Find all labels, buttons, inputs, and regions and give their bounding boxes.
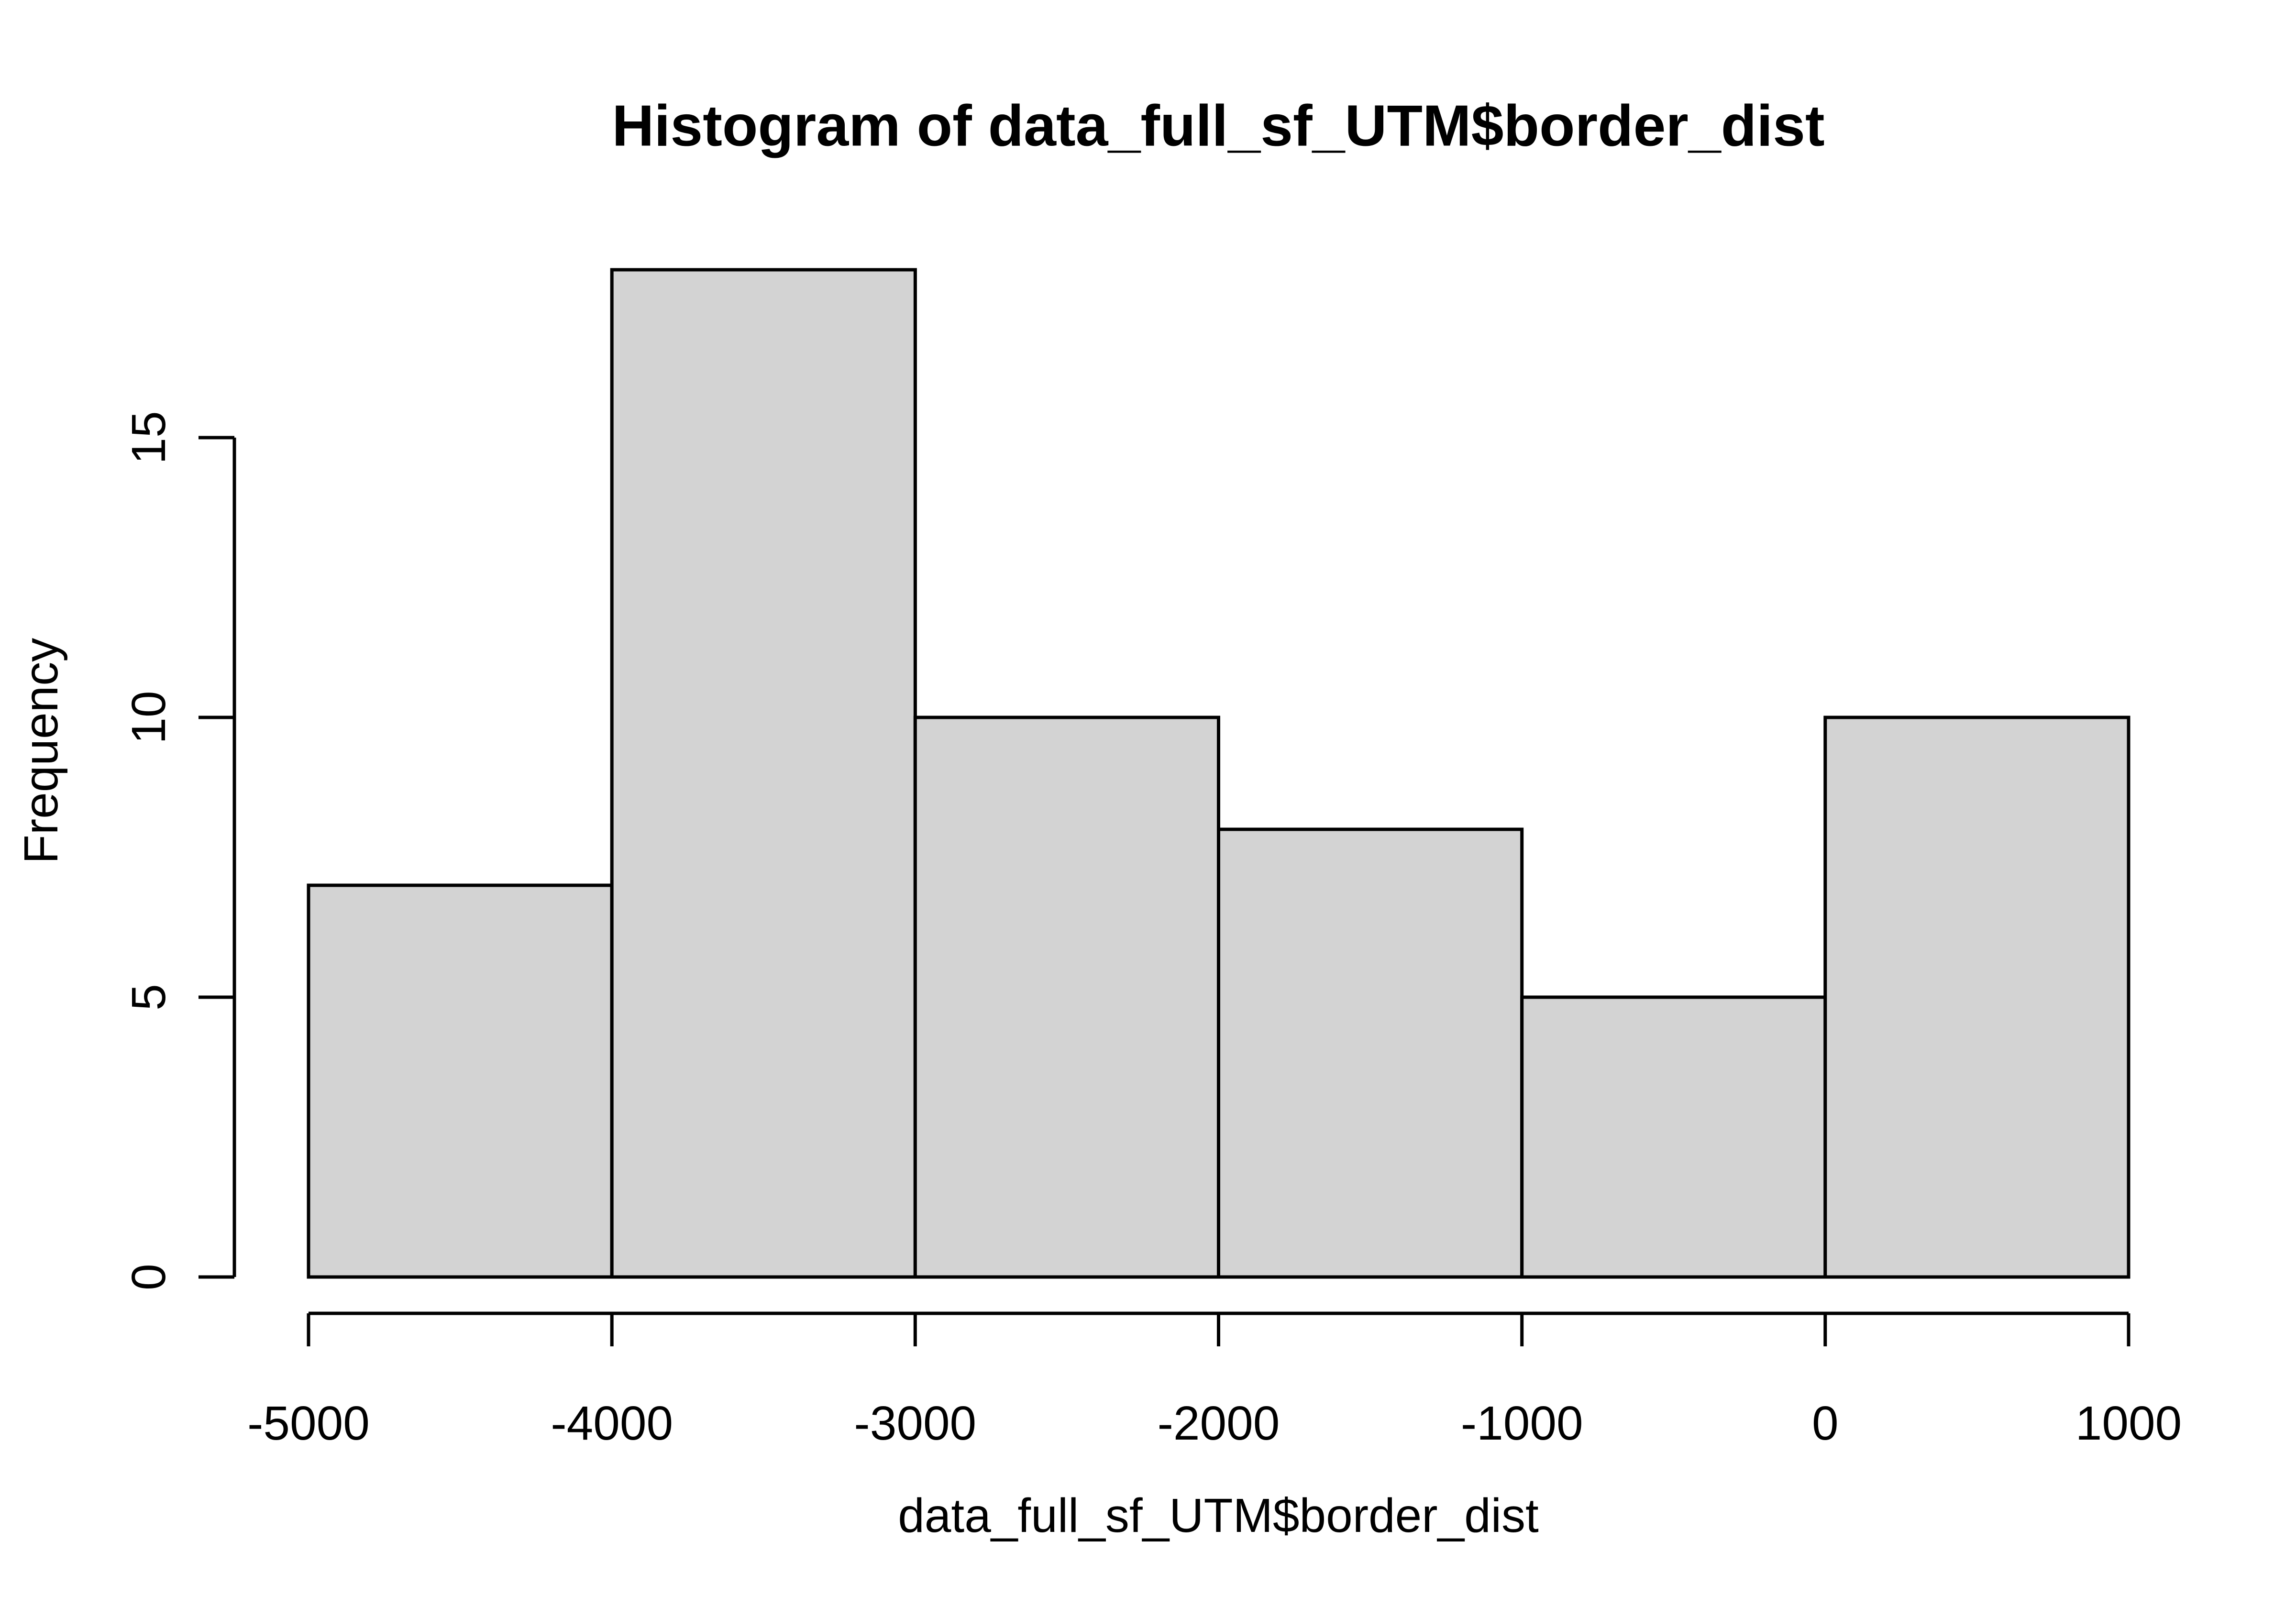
histogram-bar [610,268,917,1279]
y-tick-label: 10 [122,691,176,744]
y-tick-label: 15 [122,411,176,464]
histogram-bar [1217,827,1524,1279]
x-axis-title: data_full_sf_UTM$border_dist [898,1489,1539,1542]
histogram-bar [307,883,614,1279]
x-tick-label: 1000 [2075,1397,2182,1450]
x-tick-label: -1000 [1461,1397,1583,1450]
x-tick-label: 0 [1812,1397,1839,1450]
x-tick-label: -4000 [551,1397,673,1450]
y-axis-title: Frequency [14,638,68,864]
histogram-bar [1520,995,1827,1279]
histogram-bar [1823,715,2130,1279]
x-tick-label: -2000 [1158,1397,1280,1450]
histogram-bar [913,715,1221,1279]
x-tick-label: -5000 [247,1397,370,1450]
histogram-bars [307,268,2130,1279]
x-axis: -5000 -4000 -3000 -2000 -1000 0 1000 [247,1311,2182,1450]
x-tick-label: -3000 [854,1397,976,1450]
y-tick-label: 0 [122,1264,176,1290]
y-axis: 0 5 10 15 [122,411,236,1290]
chart-title: Histogram of data_full_sf_UTM$border_dis… [612,93,1824,158]
y-tick-label: 5 [122,984,176,1011]
